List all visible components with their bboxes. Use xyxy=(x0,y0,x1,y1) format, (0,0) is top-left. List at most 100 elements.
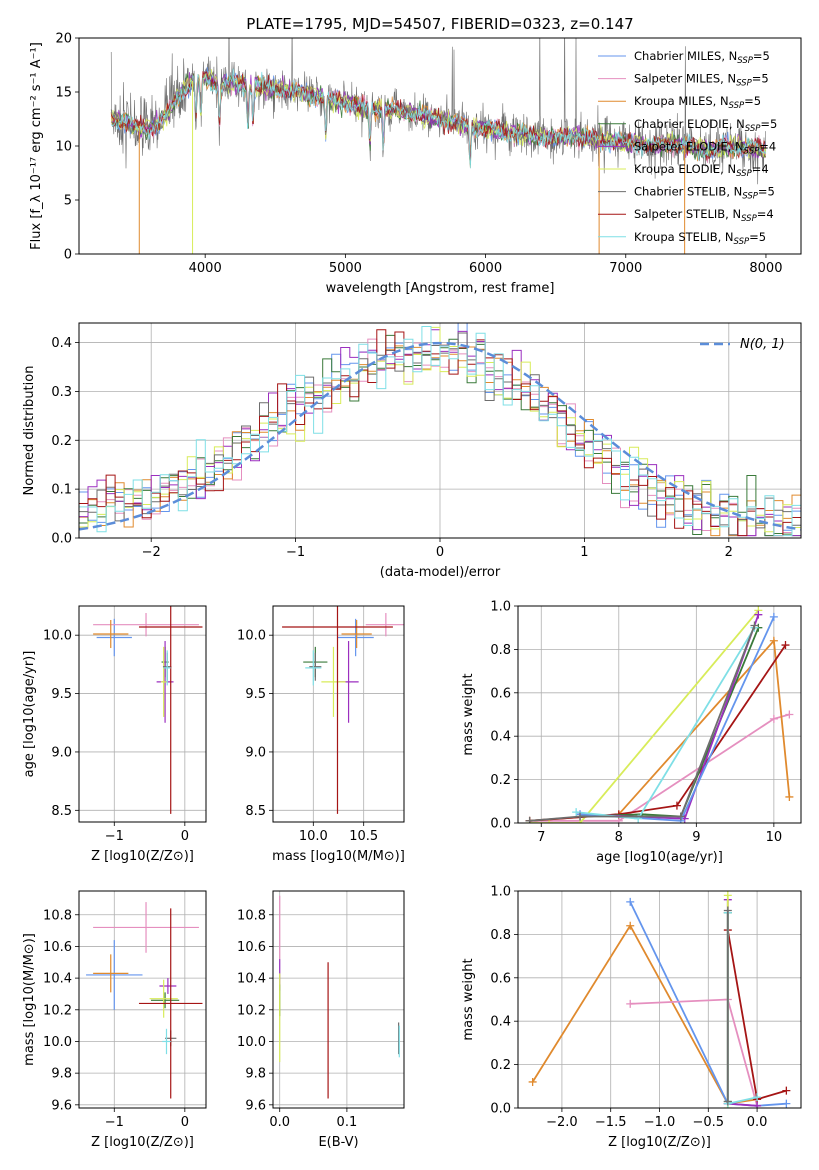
data-area-age_vs_Z xyxy=(93,606,203,814)
legend-label-base: Kroupa MILES, N xyxy=(634,94,729,108)
weight-marker xyxy=(754,610,763,619)
weight-marker xyxy=(676,812,685,821)
x-tick-label: 0.1 xyxy=(337,1115,358,1130)
plot-area-age_vs_Z xyxy=(79,606,206,822)
x-tick-label: 1 xyxy=(580,545,588,560)
y-tick-label: 8.5 xyxy=(245,804,266,819)
weight-marker xyxy=(782,1086,791,1095)
errorbar-point-7 xyxy=(138,606,203,814)
y-tick-label: 0.4 xyxy=(490,730,511,745)
legend-label: Chabrier ELODIE, NSSP=5 xyxy=(634,117,777,134)
y-axis-label: mass [log10(M/M⊙)] xyxy=(22,933,37,1066)
y-tick-label: 0.0 xyxy=(490,1102,511,1117)
legend-label-sub: SSP xyxy=(734,237,750,247)
legend-label-tail: =5 xyxy=(752,72,769,86)
y-tick-label: 0.2 xyxy=(51,434,72,449)
y-axis-label: age [log10(age/yr)] xyxy=(22,651,37,778)
figure-title: PLATE=1795, MJD=54507, FIBERID=0323, z=0… xyxy=(246,15,633,33)
data-area-weight_vs_age xyxy=(525,606,794,823)
weight-marker xyxy=(753,1093,762,1102)
legend-label: Kroupa STELIB, NSSP=5 xyxy=(634,230,766,247)
weight-series-2 xyxy=(529,609,760,823)
plot-area-mass_vs_Z xyxy=(79,891,206,1108)
weight-marker xyxy=(723,1097,732,1106)
x-tick-label: 5000 xyxy=(329,261,362,276)
y-axis-label: mass weight xyxy=(461,673,476,755)
data-area-residuals xyxy=(79,323,801,537)
x-tick-label: −2.0 xyxy=(546,1115,578,1130)
data-area-spectrum xyxy=(110,38,767,254)
panel-age_vs_mass: 10.0 10.5 8.5 9.0 9.5 10.0 mass [log10(M/M⊙)] xyxy=(237,605,405,864)
x-tick-label: −1.5 xyxy=(595,1115,627,1130)
y-tick-label: 10.2 xyxy=(43,1003,72,1018)
plot-area-spectrum xyxy=(110,38,767,254)
panel-mass_vs_ebv: 0.0 0.1 9.6 9.8 10.0 10.2 10.4 10.6 10.8 E(B-V) xyxy=(237,890,405,1150)
plot-area-residuals xyxy=(79,323,801,539)
x-tick-label: −2 xyxy=(142,545,161,560)
legend-label-tail: =4 xyxy=(757,207,774,221)
legend-label: Chabrier STELIB, NSSP=5 xyxy=(634,185,775,202)
errorbar-point-8 xyxy=(162,1028,171,1055)
legend-label-sub: SSP xyxy=(744,146,760,156)
legend-label-sub: SSP xyxy=(736,169,752,179)
normal-curve xyxy=(79,341,801,531)
axes-frame xyxy=(78,37,802,255)
legend-label-sub: SSP xyxy=(736,79,752,89)
axes-frame xyxy=(78,605,207,823)
model-spectrum-8 xyxy=(110,68,767,169)
y-tick-label: 10.8 xyxy=(43,908,72,923)
weight-marker xyxy=(528,1077,537,1086)
y-tick-label: 9.8 xyxy=(51,1067,72,1082)
histogram-salpeter_miles xyxy=(79,338,801,537)
y-tick-label: 9.6 xyxy=(51,1098,72,1113)
legend-spectrum: Chabrier MILES, NSSP=5 Salpeter MILES, NS… xyxy=(598,49,777,247)
axes-frame xyxy=(78,890,207,1109)
data-area-age_vs_mass xyxy=(282,606,404,814)
y-tick-label: 10.0 xyxy=(237,629,266,644)
x-tick-label: 7000 xyxy=(609,261,642,276)
axes-frame xyxy=(517,605,802,824)
legend-label: Salpeter MILES, NSSP=5 xyxy=(634,72,769,89)
y-tick-label: 9.5 xyxy=(51,687,72,702)
errorbar-point-7 xyxy=(138,908,203,1099)
x-axis-label: E(B-V) xyxy=(318,1135,358,1150)
y-tick-label: 20 xyxy=(55,32,72,47)
y-tick-label: 9.5 xyxy=(245,687,266,702)
panel-residuals: −2 −1 0 1 2 0.0 0.1 0.2 0.3 0.4 (data-model)/error… xyxy=(22,322,802,580)
weight-marker xyxy=(785,710,794,719)
legend-label-sub: SSP xyxy=(729,101,745,111)
x-tick-label: 0.0 xyxy=(747,1115,768,1130)
y-tick-label: 0.2 xyxy=(490,1058,511,1073)
legend-label-base: Salpeter STELIB, N xyxy=(634,207,741,221)
x-tick-label: 0 xyxy=(181,829,189,844)
x-axis-label: Z [log10(Z/Z⊙)] xyxy=(608,1135,711,1150)
plot-area-weight_vs_Z xyxy=(518,890,801,1109)
y-tick-label: 10.2 xyxy=(237,1003,266,1018)
weight-marker xyxy=(626,999,635,1008)
weight-marker xyxy=(576,812,585,821)
panel-weight_vs_age: 7 8 9 10 0.0 0.2 0.4 0.6 0.8 1.0 age [log10(age/yr… xyxy=(461,600,802,865)
plot-area-mass_vs_ebv xyxy=(273,891,404,1108)
weight-marker xyxy=(626,897,635,906)
errorbar-point-2 xyxy=(93,620,129,649)
legend-label: Salpeter ELODIE, NSSP=4 xyxy=(634,139,776,156)
x-tick-label: 8000 xyxy=(749,261,782,276)
x-tick-label: 7 xyxy=(537,830,545,845)
panel-mass_vs_Z: −1 0 9.6 9.8 10.0 10.2 10.4 10.6 10.8 Z [log10(Z/… xyxy=(22,890,207,1150)
errorbar-point-8 xyxy=(163,650,171,686)
x-tick-label: 2 xyxy=(725,545,733,560)
legend-label: Chabrier MILES, NSSP=5 xyxy=(634,49,770,66)
x-tick-label: 0 xyxy=(181,1115,189,1130)
axes-frame xyxy=(272,890,405,1109)
legend-label-tail: =5 xyxy=(758,185,775,199)
legend-label-base: Salpeter ELODIE, N xyxy=(634,139,744,153)
errorbar-point-5 xyxy=(160,646,167,717)
x-tick-label: 9 xyxy=(692,830,700,845)
errorbar-point-8 xyxy=(305,650,322,686)
y-tick-label: 10.8 xyxy=(237,908,266,923)
x-axis-label: (data-model)/error xyxy=(380,565,501,580)
weight-marker xyxy=(750,621,759,630)
plot-area-age_vs_mass xyxy=(273,606,404,822)
weight-marker xyxy=(781,641,790,650)
